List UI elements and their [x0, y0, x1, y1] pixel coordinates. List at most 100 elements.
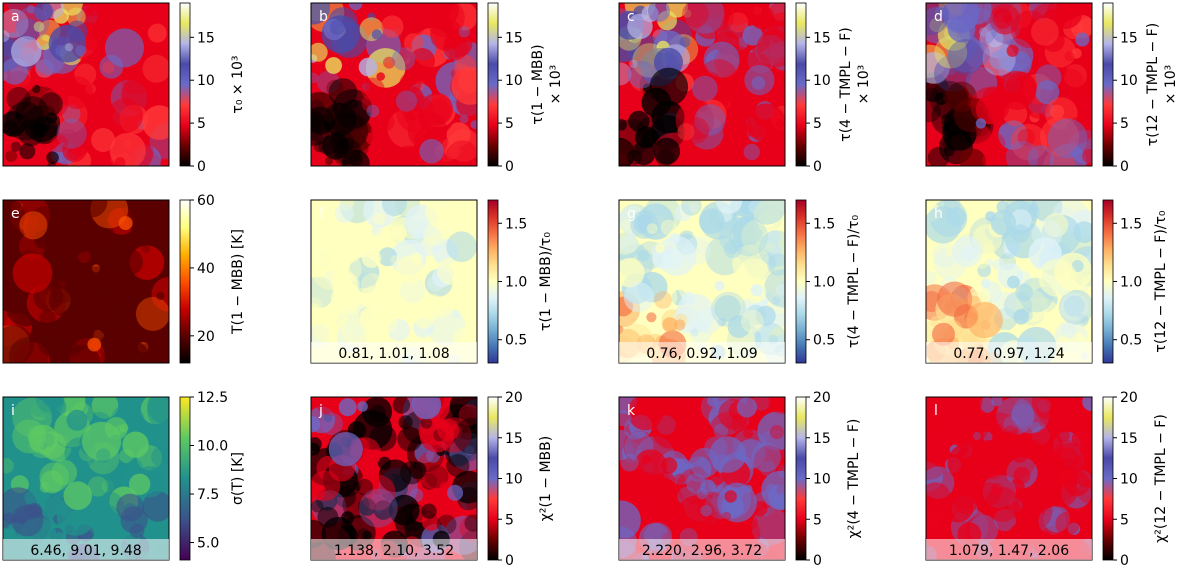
- colorbar-tick-label: 5: [197, 116, 206, 132]
- panel-letter: c: [627, 9, 635, 25]
- panel-j: j 1.138, 2.10, 3.52 0 5 10 15 20 χ²(1 − MBB): [310, 390, 554, 569]
- stats-label: 2.220, 2.96, 3.72: [642, 543, 762, 559]
- panel-letter: f: [319, 206, 325, 222]
- panel-letter: k: [627, 403, 636, 419]
- colorbar-f: [487, 199, 499, 364]
- colorbar-label: τ(4 − TMPL − F) × 10³: [838, 27, 872, 141]
- colorbar-label: τ(12 − TMPL − F)/τ₀: [1153, 210, 1169, 353]
- colorbar-tick-label: 1.5: [1120, 216, 1142, 232]
- colorbar-label: χ²(12 − TMPL − F): [1153, 414, 1169, 543]
- stats-box: [3, 539, 169, 560]
- panel-a: a 0 5 10 15 τ₀ × 10³: [2, 2, 246, 175]
- colorbar-tick-label: 15: [505, 431, 523, 447]
- colorbar-label: τ(1 − MBB) × 10³: [530, 44, 564, 124]
- colorbar-tick-label: 0.5: [505, 333, 527, 349]
- colorbar-tick-label: 20: [505, 390, 523, 406]
- panel-letter: g: [627, 206, 636, 222]
- colorbar-tick-label: 10: [505, 73, 523, 89]
- heatmap-h: [925, 199, 1093, 364]
- panel-letter: i: [11, 403, 15, 419]
- colorbar-tick-label: 5: [1120, 116, 1129, 132]
- panel-h: h 0.77, 0.97, 1.24 0.5 1.0 1.5 τ(12 − TMPL − …: [925, 199, 1169, 364]
- panel-k: k 2.220, 2.96, 3.72 0 5 10 15 20 χ²(4 − TMPL − …: [618, 390, 862, 569]
- colorbar-tick-label: 10.0: [197, 439, 228, 455]
- map-frame: [2, 2, 170, 167]
- heatmap-c: [618, 2, 786, 167]
- colorbar-k: [795, 396, 807, 561]
- heatmap-a: [2, 2, 170, 167]
- colorbar-tick-label: 5: [813, 116, 822, 132]
- stats-box: [311, 342, 477, 363]
- colorbar-i: [179, 396, 191, 561]
- colorbar-c: [795, 2, 807, 167]
- panel-letter: j: [318, 403, 323, 419]
- colorbar-tick-label: 0: [505, 159, 514, 175]
- colorbar-tick-label: 10: [1120, 472, 1138, 488]
- colorbar-tick-label: 15: [1120, 431, 1138, 447]
- colorbar-tick-label: 15: [505, 30, 523, 46]
- colorbar-tick-label: 20: [1120, 390, 1138, 406]
- stats-box: [926, 342, 1092, 363]
- stats-label: 0.77, 0.97, 1.24: [953, 346, 1064, 362]
- colorbar-l: [1102, 396, 1114, 561]
- colorbar-tick-label: 5: [505, 116, 514, 132]
- colorbar-tick-label: 10: [197, 73, 215, 89]
- colorbar-tick-label: 5: [813, 512, 822, 528]
- colorbar-tick-label: 40: [197, 261, 215, 277]
- map-frame: [310, 2, 478, 167]
- colorbar-tick-label: 15: [813, 30, 831, 46]
- colorbar-tick-label: 60: [197, 193, 215, 209]
- colorbar-d: [1102, 2, 1114, 167]
- panel-letter: a: [11, 9, 20, 25]
- colorbar-tick-label: 10: [813, 472, 831, 488]
- colorbar-tick-label: 0: [813, 553, 822, 569]
- stats-label: 6.46, 9.01, 9.48: [30, 543, 141, 559]
- stats-label: 1.138, 2.10, 3.52: [334, 543, 454, 559]
- panel-c: c 0 5 10 15 τ(4 − TMPL − F) × 10³: [618, 2, 872, 175]
- colorbar-tick-label: 15: [197, 30, 215, 46]
- heatmap-j: [310, 396, 478, 561]
- panel-e: e 20 40 60 T(1 − MBB) [K]: [2, 193, 246, 364]
- map-frame: [925, 2, 1093, 167]
- heatmap-e: [2, 199, 170, 364]
- panel-i: i 6.46, 9.01, 9.48 5.0 7.5 10.0 12.5 σ(T) [K]: [2, 390, 246, 561]
- colorbar-tick-label: 20: [197, 329, 215, 345]
- panel-letter: e: [11, 206, 20, 222]
- colorbar-tick-label: 5: [1120, 512, 1129, 528]
- colorbar-tick-label: 0: [813, 159, 822, 175]
- panel-f: f 0.81, 1.01, 1.08 0.5 1.0 1.5 τ(1 − MBB)/τ₀: [310, 199, 554, 364]
- colorbar-tick-label: 7.5: [197, 487, 219, 503]
- panel-b: b 0 5 10 15 τ(1 − MBB) × 10³: [310, 2, 564, 175]
- stats-box: [926, 539, 1092, 560]
- colorbar-tick-label: 0: [1120, 159, 1129, 175]
- stats-label: 1.079, 1.47, 2.06: [949, 543, 1069, 559]
- panel-l: l 1.079, 1.47, 2.06 0 5 10 15 20 χ²(12 − TMPL −…: [925, 390, 1169, 569]
- heatmap-d: [925, 2, 1093, 167]
- stats-label: 0.81, 1.01, 1.08: [338, 346, 449, 362]
- panel-letter: h: [934, 206, 943, 222]
- colorbar-tick-label: 20: [813, 390, 831, 406]
- colorbar-tick-label: 10: [813, 73, 831, 89]
- colorbar-label: χ²(4 − TMPL − F): [846, 419, 862, 539]
- panel-g: g 0.76, 0.92, 1.09 0.5 1.0 1.5 τ(4 − TMPL − F…: [618, 199, 862, 364]
- map-frame: [2, 199, 170, 364]
- stats-box: [311, 539, 477, 560]
- colorbar-b: [487, 2, 499, 167]
- colorbar-tick-label: 15: [813, 431, 831, 447]
- colorbar-label: σ(T) [K]: [230, 452, 246, 505]
- panel-d: d 0 5 10 15 τ(12 − TMPL − F) × 10³: [925, 2, 1179, 175]
- stats-box: [619, 342, 785, 363]
- colorbar-label: τ(4 − TMPL − F)/τ₀: [846, 215, 862, 349]
- panel-letter: l: [934, 403, 938, 419]
- colorbar-tick-label: 0.5: [1120, 333, 1142, 349]
- colorbar-j: [487, 396, 499, 561]
- colorbar-tick-label: 0.5: [813, 333, 835, 349]
- colorbar-a: [179, 2, 191, 167]
- colorbar-g: [795, 199, 807, 364]
- colorbar-label: T(1 − MBB) [K]: [230, 229, 246, 335]
- colorbar-label: χ²(1 − MBB): [538, 436, 554, 521]
- stats-box: [619, 539, 785, 560]
- colorbar-tick-label: 0: [505, 553, 514, 569]
- stats-label: 0.76, 0.92, 1.09: [646, 346, 757, 362]
